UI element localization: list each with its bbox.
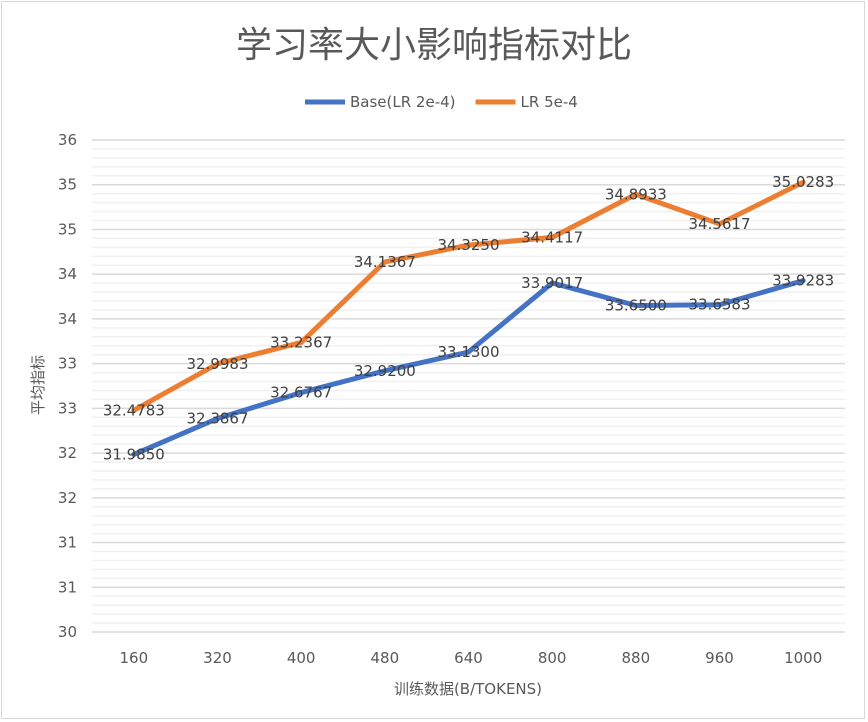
data-label: 33.9283	[772, 272, 834, 290]
y-tick-label: 34	[58, 265, 77, 283]
y-tick-label: 31	[58, 534, 77, 552]
data-label: 33.6500	[605, 296, 667, 314]
x-axis-ticks: 160 320 400 480 640 800 880 960 1000	[120, 649, 823, 667]
y-tick-label: 32	[58, 489, 77, 507]
series-lines	[131, 179, 806, 457]
x-tick-label: 1000	[784, 649, 822, 667]
x-tick-label: 880	[622, 649, 651, 667]
y-tick-label: 34	[58, 310, 77, 328]
y-tick-label: 36	[58, 131, 77, 149]
data-label: 34.4117	[521, 228, 583, 246]
y-tick-label: 30	[58, 623, 77, 641]
x-axis-title: 训练数据(B/TOKENS)	[394, 680, 542, 698]
data-label: 33.6583	[688, 296, 750, 314]
legend-label: Base(LR 2e-4)	[350, 93, 456, 111]
legend-label: LR 5e-4	[521, 93, 578, 111]
data-label: 34.5617	[688, 215, 750, 233]
x-tick-label: 960	[705, 649, 734, 667]
data-label: 31.9850	[103, 445, 165, 463]
data-label: 35.0283	[772, 173, 834, 191]
y-axis-title: 平均指标	[29, 355, 47, 415]
y-tick-label: 33	[58, 355, 77, 373]
gridlines	[92, 139, 845, 633]
x-tick-label: 480	[371, 649, 400, 667]
data-label: 32.3867	[186, 409, 248, 427]
data-label: 34.3250	[437, 236, 499, 254]
legend: Base(LR 2e-4) LR 5e-4	[305, 93, 578, 111]
x-tick-label: 800	[538, 649, 567, 667]
data-label: 33.1300	[437, 343, 499, 361]
y-tick-label: 33	[58, 399, 77, 417]
data-label: 34.8933	[605, 185, 667, 203]
x-tick-label: 640	[454, 649, 483, 667]
y-tick-label: 32	[58, 444, 77, 462]
y-axis-ticks: 30 31 31 32 32 33 33 34 34 35 35 36	[58, 131, 77, 641]
data-labels: 31.9850 32.3867 32.6767 32.9200 33.1300 33.90…	[103, 173, 834, 463]
data-label: 33.2367	[270, 333, 332, 351]
y-tick-label: 35	[58, 176, 77, 194]
data-label: 33.9017	[521, 274, 583, 292]
data-label: 34.1367	[354, 253, 416, 271]
data-label: 32.9983	[186, 355, 248, 373]
data-label: 32.4783	[103, 401, 165, 419]
data-label: 32.9200	[354, 362, 416, 380]
chart-title: 学习率大小影响指标对比	[236, 25, 632, 66]
x-tick-label: 160	[120, 649, 149, 667]
x-tick-label: 320	[203, 649, 232, 667]
y-tick-label: 31	[58, 578, 77, 596]
data-label: 32.6767	[270, 384, 332, 402]
x-tick-label: 400	[287, 649, 316, 667]
y-tick-label: 35	[58, 220, 77, 238]
